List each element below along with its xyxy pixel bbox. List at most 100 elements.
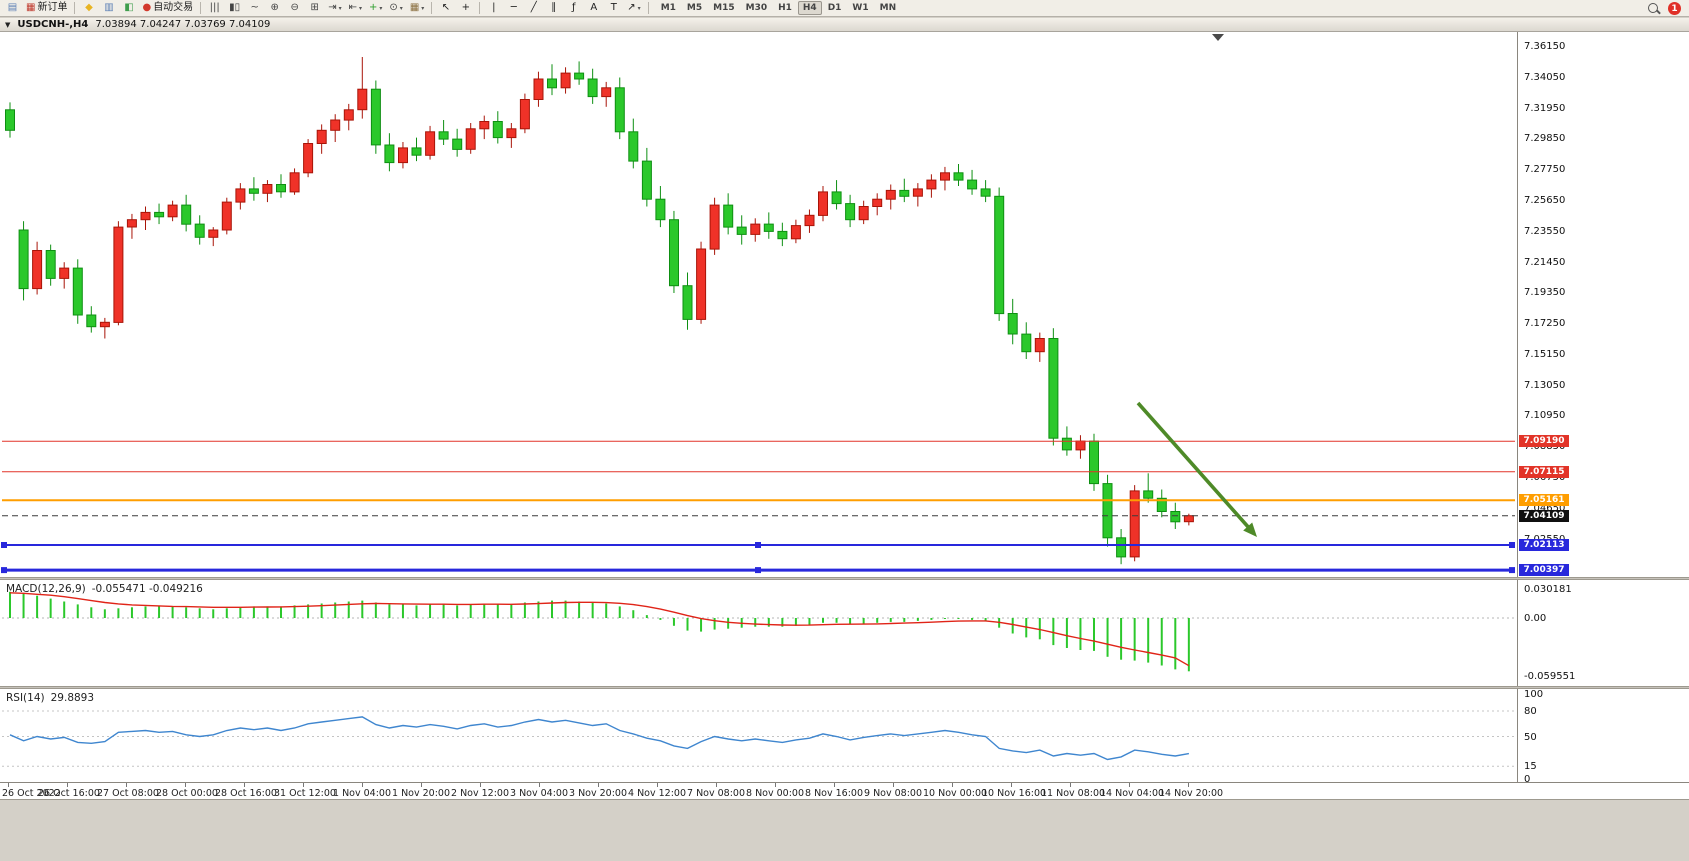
time-axis-label: 11 Nov 08:00 xyxy=(1041,788,1106,799)
time-tick xyxy=(775,783,776,787)
arrows-button[interactable]: ↗ ▾ xyxy=(624,1,643,16)
text-label-button[interactable]: T xyxy=(604,1,623,16)
notification-badge[interactable]: 1 xyxy=(1668,2,1681,15)
time-axis-label: 14 Nov 20:00 xyxy=(1159,788,1224,799)
zoom-in-icon: ⊕ xyxy=(270,2,279,13)
new-order-button[interactable]: ▦ 新订单 xyxy=(23,1,70,16)
new-window-button[interactable]: ▤ xyxy=(3,1,22,16)
candle-chart-button[interactable]: ▮▯ xyxy=(225,1,244,16)
price-axis-label: 7.04650 xyxy=(1524,502,1566,514)
time-tick xyxy=(421,783,422,787)
time-axis-label: 31 Oct 12:00 xyxy=(274,788,336,799)
text-label-icon: T xyxy=(610,2,617,13)
time-axis-label: 8 Nov 16:00 xyxy=(805,788,864,799)
fibonacci-icon: ƒ xyxy=(572,2,576,13)
candlestick-chart[interactable] xyxy=(0,32,1517,577)
autotrade-button[interactable]: ● 自动交易 xyxy=(139,1,196,16)
time-tick xyxy=(716,783,717,787)
tile-windows-icon: ⊞ xyxy=(310,2,319,13)
panel-separator[interactable] xyxy=(0,577,1689,580)
bar-chart-icon: ||| xyxy=(209,2,220,13)
add-indicator-button[interactable]: + ▾ xyxy=(366,1,385,16)
time-axis-label: 27 Oct 08:00 xyxy=(97,788,159,799)
line-handle[interactable] xyxy=(755,567,761,574)
line-handle[interactable] xyxy=(1,542,7,548)
chart-symbol-period: USDCNH-,H4 xyxy=(17,19,89,30)
price-axis-label: 7.13050 xyxy=(1524,379,1566,391)
trend-arrow[interactable] xyxy=(1136,401,1252,531)
toolbar-separator xyxy=(200,2,202,14)
candle-chart-icon: ▮▯ xyxy=(229,2,241,13)
bar-chart-button[interactable]: ||| xyxy=(205,1,224,16)
chart-shift-button[interactable]: ⇤ ▾ xyxy=(346,1,365,16)
new-window-icon: ▤ xyxy=(7,2,18,13)
price-axis-label: 7.34050 xyxy=(1524,71,1566,83)
timeframe-m30-button[interactable]: M30 xyxy=(745,3,768,13)
main-toolbar: ▤ ▦ 新订单 ◆ ▥ ◧ ● 自动交易 ||| ▮▯ ~ ⊕ ⊖ ⊞ ⇥ ▾ ⇤ ▾ + ▾ ⊙ ▾ ▦ ▾ ↖ + | ─ ╱ ∥ ƒ A… xyxy=(0,0,1689,17)
price-axis[interactable]: 7.36150 7.34050 7.31950 7.29850 7.27750 7.256… xyxy=(1517,32,1689,785)
vertical-line-icon: | xyxy=(492,2,496,13)
macd-indicator-panel[interactable]: MACD(12,26,9) -0.055471 -0.049216 xyxy=(0,580,1517,686)
price-axis-label: 7.23550 xyxy=(1524,225,1566,237)
timeframe-m1-button[interactable]: M1 xyxy=(660,3,676,13)
timeframe-m5-button[interactable]: M5 xyxy=(686,3,703,13)
timeframe-d1-button[interactable]: D1 xyxy=(827,3,842,13)
strategy-tester-button[interactable]: ◧ xyxy=(119,1,138,16)
chart-shift-marker[interactable] xyxy=(1212,34,1224,41)
time-tick xyxy=(303,783,304,787)
time-axis[interactable]: 26 Oct 2022 26 Oct 16:00 27 Oct 08:00 28 Oc… xyxy=(0,782,1689,800)
zoom-in-button[interactable]: ⊕ xyxy=(265,1,284,16)
price-badge-7.05161: 7.05161 xyxy=(1519,494,1569,507)
auto-scroll-icon: ⇥ xyxy=(328,2,337,13)
trendline-button[interactable]: ╱ xyxy=(524,1,543,16)
toolbar-separator xyxy=(479,2,481,14)
rsi-line xyxy=(9,716,1190,761)
timeframe-m15-button[interactable]: M15 xyxy=(713,3,735,13)
timeframe-h4-button[interactable]: H4 xyxy=(797,1,822,15)
dropdown-arrow-icon: ▾ xyxy=(421,4,425,12)
crosshair-icon: + xyxy=(461,2,470,13)
price-chart-panel[interactable] xyxy=(0,32,1517,577)
line-chart-button[interactable]: ~ xyxy=(245,1,264,16)
rsi-indicator-panel[interactable]: RSI(14) 29.8893 xyxy=(0,689,1517,782)
auto-scroll-button[interactable]: ⇥ ▾ xyxy=(325,1,344,16)
tile-windows-button[interactable]: ⊞ xyxy=(305,1,324,16)
timeframe-toolbar: M1 M5 M15 M30 H1 H4 D1 W1 MN xyxy=(656,1,901,15)
alerts-button[interactable]: ◆ xyxy=(79,1,98,16)
cursor-button[interactable]: ↖ xyxy=(436,1,455,16)
trend-arrow-head[interactable] xyxy=(1243,522,1257,538)
price-badge-7.04109: 7.04109 xyxy=(1519,509,1569,522)
line-chart-icon: ~ xyxy=(250,2,259,13)
timeframe-mn-button[interactable]: MN xyxy=(879,3,897,13)
panel-separator[interactable] xyxy=(0,686,1689,689)
line-handle[interactable] xyxy=(1,567,7,574)
timeframe-w1-button[interactable]: W1 xyxy=(852,3,869,13)
text-button[interactable]: A xyxy=(584,1,603,16)
dropdown-arrow-icon: ▾ xyxy=(637,4,641,12)
time-axis-label: 10 Nov 16:00 xyxy=(982,788,1047,799)
market-watch-button[interactable]: ▥ xyxy=(99,1,118,16)
time-tick xyxy=(1188,783,1189,787)
templates-button[interactable]: ▦ ▾ xyxy=(407,1,427,16)
vertical-line-button[interactable]: | xyxy=(484,1,503,16)
horizontal-line-button[interactable]: ─ xyxy=(504,1,523,16)
window-menu-icon[interactable]: ▼ xyxy=(5,20,11,29)
fibonacci-button[interactable]: ƒ xyxy=(564,1,583,16)
crosshair-button[interactable]: + xyxy=(456,1,475,16)
timeframe-h1-button[interactable]: H1 xyxy=(778,3,792,13)
periods-button[interactable]: ⊙ ▾ xyxy=(386,1,405,16)
new-order-icon: ▦ xyxy=(26,2,36,13)
price-axis-label: 7.19350 xyxy=(1524,287,1566,299)
rsi-axis-label: 50 xyxy=(1524,731,1537,743)
search-icon[interactable] xyxy=(1648,2,1660,15)
line-handle[interactable] xyxy=(1509,542,1515,548)
rsi-axis-label: 15 xyxy=(1524,761,1537,773)
trendline-icon: ╱ xyxy=(530,2,537,13)
rsi-axis-label: 100 xyxy=(1524,689,1544,700)
channel-button[interactable]: ∥ xyxy=(544,1,563,16)
line-handle[interactable] xyxy=(755,542,761,548)
templates-icon: ▦ xyxy=(409,2,420,13)
line-handle[interactable] xyxy=(1509,567,1515,574)
zoom-out-button[interactable]: ⊖ xyxy=(285,1,304,16)
